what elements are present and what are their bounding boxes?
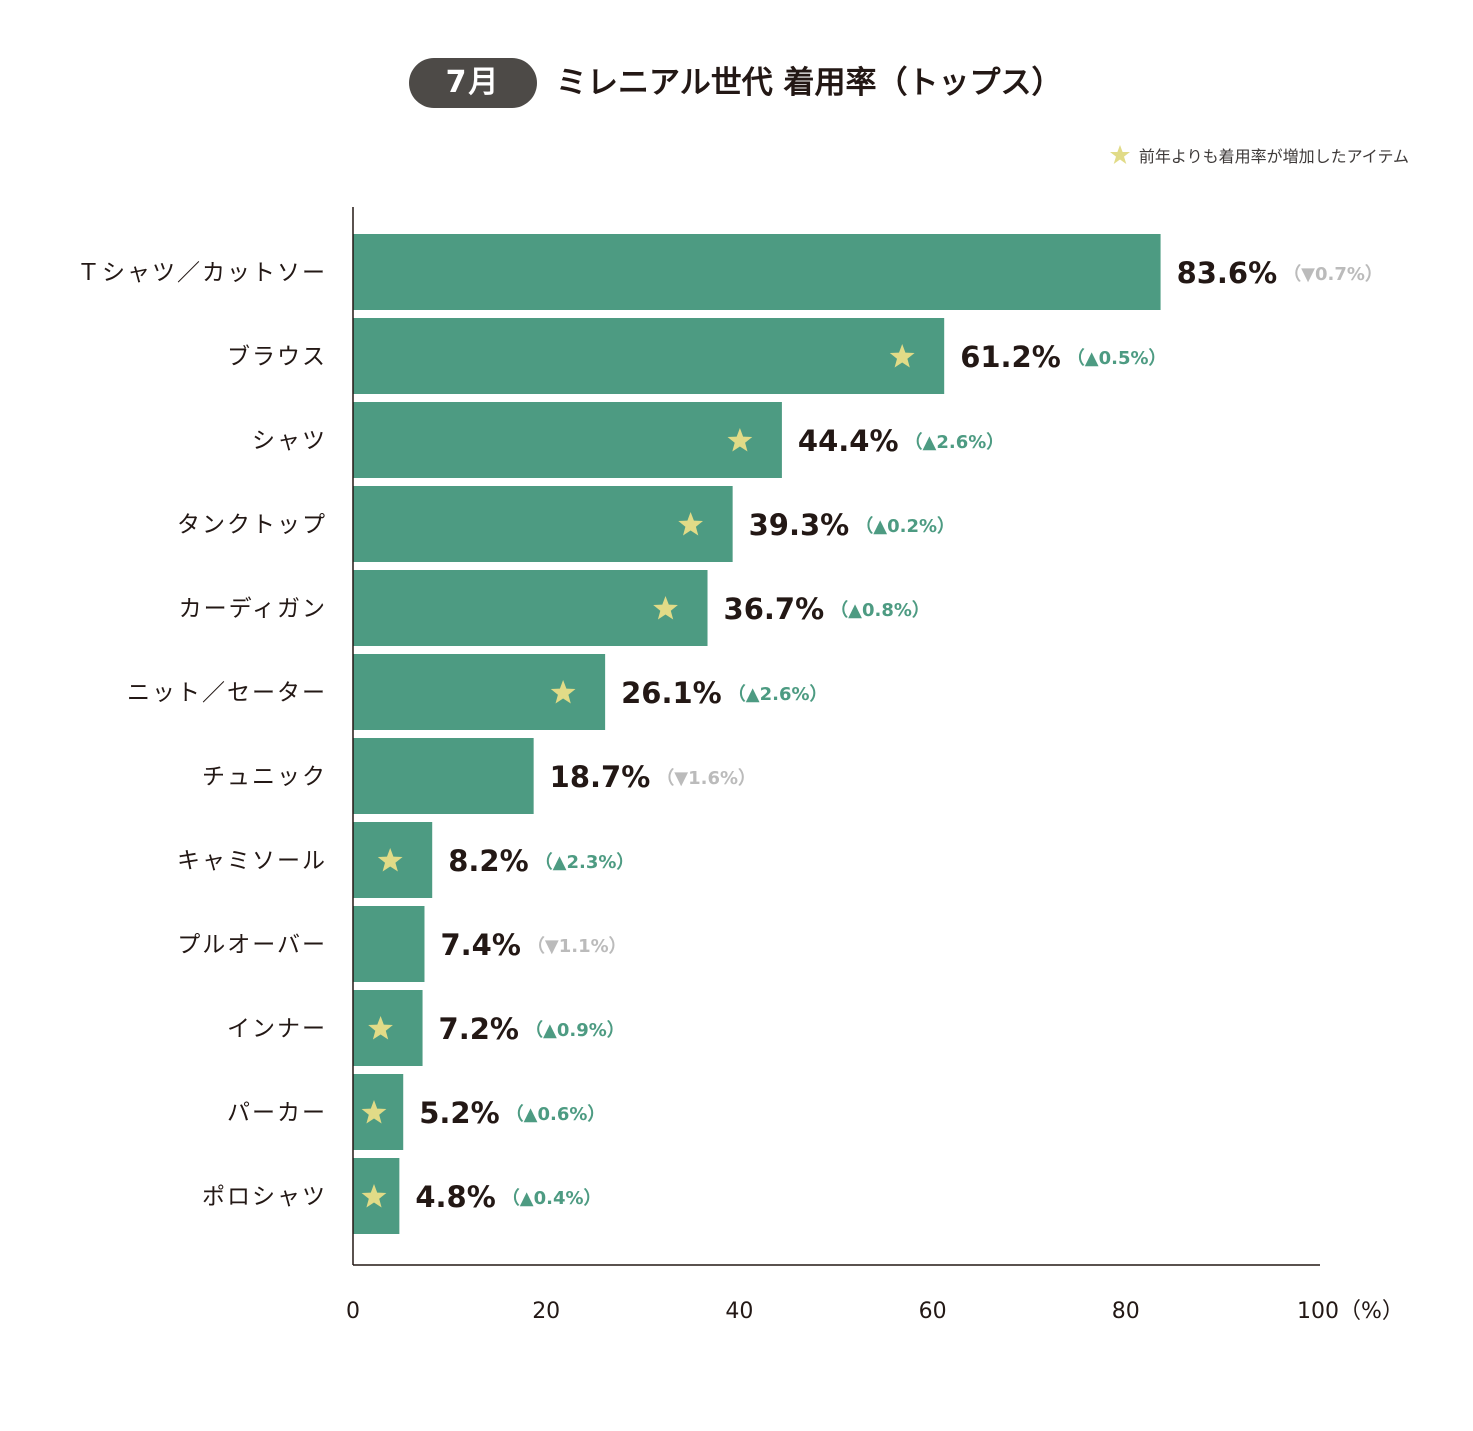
star-marker-icon — [361, 1100, 387, 1124]
star-marker-icon — [889, 344, 915, 368]
value-label: 8.2% — [448, 844, 528, 878]
star-marker-icon — [678, 512, 703, 536]
change-label: （▲0.5%） — [1067, 348, 1167, 369]
value-label: 4.8% — [415, 1180, 495, 1214]
category-label: シャツ — [252, 428, 327, 454]
x-tick-label: 100（%） — [1297, 1299, 1404, 1324]
category-label: ブラウス — [227, 344, 327, 370]
value-label: 39.3% — [749, 508, 850, 542]
x-tick-label: 40 — [725, 1299, 753, 1324]
value-label: 26.1% — [621, 676, 722, 710]
value-label: 36.7% — [724, 592, 825, 626]
x-tick-label: 0 — [346, 1299, 360, 1324]
bar — [353, 906, 425, 982]
category-label: チュニック — [202, 764, 327, 790]
star-marker-icon — [361, 1184, 387, 1208]
star-marker-icon — [727, 428, 753, 452]
value-label: 18.7% — [550, 760, 651, 794]
change-label: （▲0.6%） — [506, 1104, 606, 1125]
category-label: ニット／セーター — [127, 680, 327, 706]
legend: 前年よりも着用率が増加したアイテム — [1109, 143, 1409, 167]
chart-title-block: 7月 ミレニアル世代 着用率（トップス） — [0, 58, 1473, 110]
star-marker-icon — [368, 1016, 393, 1040]
bar — [353, 486, 733, 562]
value-label: 5.2% — [419, 1096, 499, 1130]
star-marker-icon — [377, 848, 403, 872]
chart-title: ミレニアル世代 着用率（トップス） — [556, 65, 1063, 101]
category-label: パーカー — [227, 1100, 327, 1126]
bar — [353, 570, 708, 646]
bar — [353, 318, 945, 394]
category-label: キャミソール — [177, 848, 327, 874]
change-label: （▲0.9%） — [525, 1020, 625, 1041]
category-label: プルオーバー — [177, 932, 327, 958]
change-label: （▲0.8%） — [830, 600, 930, 621]
star-marker-icon — [550, 680, 576, 704]
star-marker-icon — [653, 596, 678, 620]
month-badge: 7月 — [409, 58, 537, 108]
change-label: （▲0.4%） — [502, 1188, 602, 1209]
category-label: タンクトップ — [177, 512, 327, 538]
legend-label: 前年よりも着用率が増加したアイテム — [1138, 147, 1409, 166]
value-label: 83.6% — [1177, 256, 1278, 290]
x-tick-label: 80 — [1112, 1299, 1140, 1324]
change-label: （▲2.3%） — [535, 852, 635, 873]
bar — [353, 402, 782, 478]
change-label: （▲2.6%） — [728, 684, 828, 705]
value-label: 44.4% — [798, 424, 899, 458]
x-tick-label: 20 — [532, 1299, 560, 1324]
category-label: カーディガン — [179, 596, 327, 622]
category-label: インナー — [227, 1016, 327, 1042]
star-icon — [1109, 145, 1130, 164]
value-label: 7.4% — [440, 928, 520, 962]
category-label: Ｔシャツ／カットソー — [77, 260, 327, 286]
value-label: 61.2% — [960, 340, 1061, 374]
bar — [353, 234, 1161, 310]
change-label: （▲2.6%） — [905, 432, 1005, 453]
x-tick-label: 60 — [919, 1299, 947, 1324]
change-label: （▼1.6%） — [656, 768, 756, 789]
change-label: （▼1.1%） — [527, 936, 627, 957]
change-label: （▲0.2%） — [855, 516, 955, 537]
value-label: 7.2% — [439, 1012, 519, 1046]
bar — [353, 738, 534, 814]
change-label: （▼0.7%） — [1283, 264, 1383, 285]
category-label: ポロシャツ — [202, 1184, 327, 1210]
